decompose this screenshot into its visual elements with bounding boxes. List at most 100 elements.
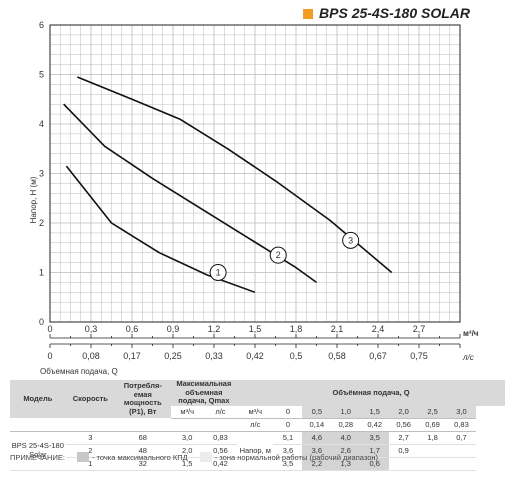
x-tick-label-ls: 0,75 [410, 351, 428, 361]
head-label: Напор, м [237, 431, 274, 471]
head-value: 4,0 [331, 431, 361, 445]
flow-m3h-row: м³/ч л/с м³/ч 0 0,5 1,0 1,5 2,0 2,5 3,0 [10, 405, 505, 419]
curve-label-circle [342, 231, 360, 249]
q-m3h-value: 0,5 [302, 405, 332, 419]
x-tick-label-m3h: 2,4 [372, 324, 385, 334]
head-value: 4,6 [302, 431, 332, 445]
col-qmax: Максимальная объемная подача, Qmax [176, 379, 232, 406]
curve-label: 1 [216, 268, 221, 278]
x-tick-label-m3h: 1,5 [249, 324, 262, 334]
head-value: 1,8 [418, 431, 447, 445]
curve-label-circle [269, 246, 287, 264]
plot-frame [49, 24, 461, 323]
x-tick-label-ls: 0,67 [369, 351, 387, 361]
qmax-unit-ls: л/с [203, 405, 238, 419]
q-m3h-value: 1,0 [331, 405, 361, 419]
x-tick-label-m3h: 0,6 [126, 324, 139, 334]
head-value [389, 457, 419, 471]
y-tick-label: 3 [39, 169, 44, 179]
y-tick-label: 2 [39, 218, 44, 228]
chart-ticks: 0 1 2 3 4 5 6 0 0,3 0,6 0,9 1,2 1,5 1,8 2,1 2,4 2,7 0 0,08… [39, 20, 461, 361]
head-value: 0,9 [389, 444, 419, 458]
normal-zone-swatch [199, 452, 212, 462]
x-tick-label-m3h: 1,8 [290, 324, 303, 334]
qmax-ls-value: 0,56 [203, 444, 238, 458]
head-value: 2,7 [389, 431, 419, 445]
head-value: 5,1 [273, 431, 303, 445]
col-speed: Скорость [72, 393, 108, 403]
curve-label: 2 [276, 250, 281, 260]
head-value: 3,5 [273, 457, 303, 471]
qmax-ls-value: 0,42 [203, 457, 238, 471]
head-value: 1,3 [331, 457, 361, 471]
y-axis-label: Напор, H (м) [29, 176, 38, 223]
x-unit-bottom: л/с [462, 353, 474, 362]
chart-curves [63, 76, 393, 294]
head-value [447, 457, 476, 471]
y-tick-label: 5 [39, 70, 44, 80]
q-ls-value: 0,42 [360, 418, 390, 432]
qmax-m3h-value: 2,0 [170, 444, 204, 458]
y-tick-label: 6 [39, 20, 44, 30]
q-ls-value: 0,69 [418, 418, 447, 432]
q-m3h-value: 3,0 [447, 405, 476, 419]
power-value: 48 [114, 444, 171, 458]
head-value: 2,2 [302, 457, 332, 471]
col-flow: Объёмная подача, Q [332, 387, 410, 397]
head-value [447, 444, 476, 458]
power-value: 32 [114, 457, 171, 471]
col-model: Модель [23, 393, 53, 403]
flow-ls-row: л/с 0 0,14 0,28 0,42 0,56 0,69 0,83 [10, 418, 505, 432]
x-unit-top: м³/ч [463, 329, 479, 338]
note-item-1: - точка максимального КПД [91, 452, 188, 462]
q-ls-value: 0,56 [389, 418, 419, 432]
head-value: 3,6 [273, 444, 303, 458]
power-value: 68 [114, 431, 171, 445]
q-ls-value: 0,14 [302, 418, 332, 432]
flow-unit-ls: л/с [237, 418, 274, 432]
chart-title: BPS 25-4S-180 SOLAR [303, 5, 470, 21]
q-m3h-value: 1,5 [360, 405, 390, 419]
curve-label: 3 [348, 235, 353, 245]
chart-title-text: BPS 25-4S-180 SOLAR [319, 5, 470, 21]
x-tick-label-m3h: 0,3 [85, 324, 98, 334]
x-tick-label-ls: 0,5 [290, 351, 303, 361]
q-m3h-value: 0 [273, 405, 303, 419]
q-ls-value: 0 [273, 418, 303, 432]
x-axis-label: Объемная подача, Q [40, 367, 118, 376]
qmax-ls-value: 0,83 [203, 431, 238, 445]
q-m3h-value: 2,5 [418, 405, 447, 419]
head-value: 0,6 [360, 457, 390, 471]
q-ls-value: 0,28 [331, 418, 361, 432]
table-row: 1 32 1,5 0,42 3,5 2,2 1,3 0,6 [10, 457, 505, 471]
flow-unit-m3h: м³/ч [237, 405, 274, 419]
head-value: 2,6 [331, 444, 361, 458]
head-value: 1,7 [360, 444, 390, 458]
model-name: BPS 25-4S-180 Solar [10, 431, 66, 471]
brand-square-icon [303, 9, 314, 19]
chart-grid [49, 24, 461, 323]
head-value: 3,5 [360, 431, 390, 445]
qmax-unit-m3h: м³/ч [170, 405, 204, 419]
y-tick-label: 4 [39, 119, 44, 129]
x-tick-label-m3h: 0 [47, 324, 52, 334]
y-tick-label: 0 [39, 317, 44, 327]
chart-curve-labels: 1 2 3 [209, 231, 360, 281]
x-tick-label-m3h: 2,1 [331, 324, 344, 334]
performance-chart: 0 1 2 3 4 5 6 0 0,3 0,6 0,9 1,2 1,5 1,8 2,1 2,4 2,7 0 0,08… [29, 20, 479, 376]
speed-curve-3 [76, 76, 393, 274]
note-label: ПРИМЕЧАНИЕ: [10, 452, 65, 462]
x-tick-label-m3h: 1,2 [208, 324, 221, 334]
x-tick-label-ls: 0,08 [82, 351, 100, 361]
table-row: 2 48 2,0 0,56 3,6 3,6 2,6 1,7 0,9 [10, 444, 505, 458]
head-value [418, 457, 447, 471]
head-value: 0,7 [447, 431, 476, 445]
max-efficiency-swatch [76, 452, 89, 462]
table-row: BPS 25-4S-180 Solar 3 68 3,0 0,83 Напор,… [10, 431, 505, 471]
y-tick-label: 1 [39, 268, 44, 278]
head-value: 3,6 [302, 444, 332, 458]
speed-value: 3 [65, 431, 115, 445]
qmax-m3h-value: 1,5 [170, 457, 204, 471]
performance-table: Модель Скорость Потребля-емая мощность (… [10, 379, 505, 471]
x-tick-label-ls: 0,25 [164, 351, 182, 361]
